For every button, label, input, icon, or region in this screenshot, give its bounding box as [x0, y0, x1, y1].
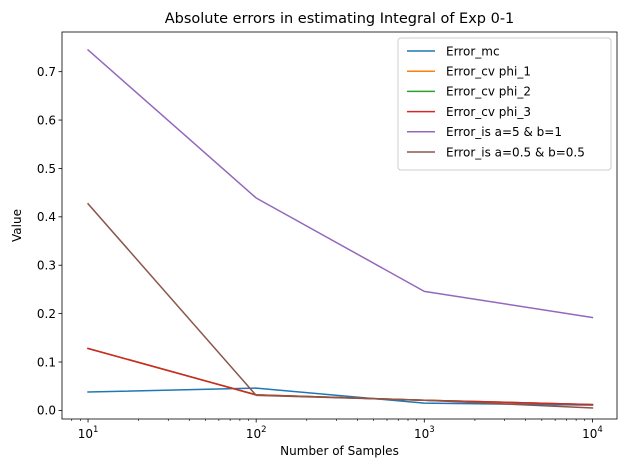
chart-title: Absolute errors in estimating Integral o… [165, 11, 515, 27]
x-axis: 101 102 103 104 [71, 419, 603, 441]
legend-label-0: Error_mc [446, 44, 500, 58]
x-tick-exp-3: 4 [597, 425, 602, 435]
y-tick-label-3: 0.3 [37, 259, 56, 273]
y-tick-label-7: 0.7 [37, 65, 56, 79]
series-line-4 [86, 48, 594, 319]
y-tick-label-0: 0.0 [37, 404, 56, 418]
y-tick-label-1: 0.1 [37, 355, 56, 369]
x-tick-exp-1: 2 [261, 425, 266, 435]
x-tick-label-0: 101 [78, 425, 99, 441]
legend-label-3: Error_cv phi_3 [446, 105, 531, 119]
y-tick-label-4: 0.4 [37, 210, 56, 224]
legend-label-5: Error_is a=0.5 & b=0.5 [446, 145, 585, 159]
legend: Error_mc Error_cv phi_1 Error_cv phi_2 Erro… [397, 37, 612, 171]
legend-label-1: Error_cv phi_1 [446, 65, 531, 79]
x-tick-label-1: 102 [246, 425, 267, 441]
x-tick-label-2: 103 [414, 425, 435, 441]
x-tick-base-2: 10 [414, 427, 429, 441]
y-tick-label-5: 0.5 [37, 162, 56, 176]
x-tick-base-1: 10 [246, 427, 261, 441]
y-tick-label-6: 0.6 [37, 113, 56, 127]
legend-label-2: Error_cv phi_2 [446, 85, 531, 99]
y-axis: 0.0 0.1 0.2 0.3 0.4 0.5 0.6 0.7 [37, 65, 62, 418]
x-tick-label-3: 104 [582, 425, 603, 441]
x-tick-exp-2: 3 [429, 425, 434, 435]
y-tick-label-2: 0.2 [37, 307, 56, 321]
series-line-5 [86, 202, 594, 409]
legend-box [397, 37, 612, 171]
legend-label-4: Error_is a=5 & b=1 [446, 125, 562, 139]
plot-lines [86, 48, 594, 409]
plot-frame [61, 31, 618, 420]
x-tick-base-0: 10 [78, 427, 93, 441]
x-tick-base-3: 10 [582, 427, 597, 441]
x-tick-exp-0: 1 [93, 425, 98, 435]
y-axis-label: Value [10, 209, 24, 242]
x-axis-label: Number of Samples [280, 444, 399, 458]
